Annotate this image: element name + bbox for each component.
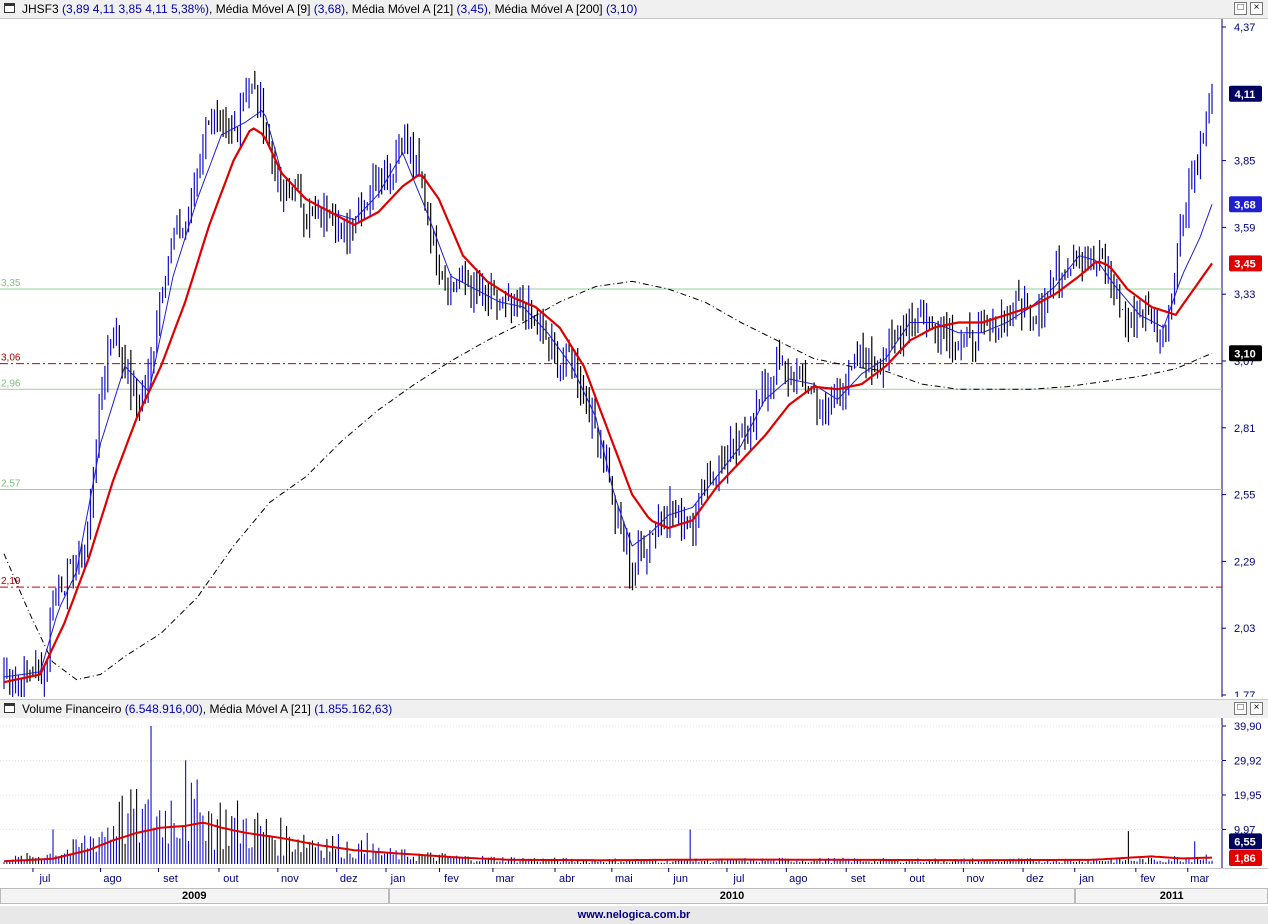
price-chart[interactable]: 3,353,062,962,572,194,373,853,593,333,07… [0,19,1268,697]
month-label: dez [1026,873,1044,885]
month-axis-background [0,868,1268,888]
last-ma21-tag: 3,45 [1234,258,1255,270]
panel-window-icon [4,703,15,713]
y-tick-label: 2,29 [1234,556,1255,568]
last-price-tag: 4,11 [1235,89,1256,101]
last-price-tag-bg [1229,85,1262,102]
volume-plot-background [0,718,1268,868]
y-tick-label: 3,85 [1234,156,1255,168]
month-label: mai [615,873,633,885]
footer-url[interactable]: www.nelogica.com.br [0,906,1268,924]
level-label: 2,96 [1,378,21,389]
ma21-line [3,127,1213,684]
level-label: 3,35 [1,278,21,289]
month-label: abr [559,873,575,885]
month-label: nov [281,873,299,885]
ma21-label: Média Móvel A [21] [351,2,454,16]
last-volume-tag-bg [1229,833,1262,850]
ma200-label: Média Móvel A [200] [494,2,603,16]
y-tick-label: 1,77 [1234,690,1255,697]
month-label: fev [1140,873,1155,885]
month-label: jun [672,873,688,885]
y-tick-label: 3,33 [1234,289,1255,301]
last-volume-ma-tag-bg [1229,850,1262,866]
year-label: 2009 [0,888,389,904]
y-tick-label: 2,81 [1234,423,1255,435]
volume-ma-line [3,821,1213,863]
price-plot-background [0,19,1268,697]
year-label: 2011 [1075,888,1268,904]
volume-panel-header: Volume Financeiro (6.548.916,00), Média … [0,699,1268,719]
month-label: set [851,873,866,885]
ma200-line [3,280,1213,681]
y-tick-label: 2,55 [1234,490,1255,502]
month-label: nov [967,873,985,885]
month-label: out [223,873,238,885]
last-ma200-tag: 3,10 [1234,348,1255,360]
close-button[interactable]: × [1250,2,1263,15]
month-label: ago [103,873,121,885]
year-label: 2010 [388,888,1076,904]
ma9-value: (3,68) [313,2,346,16]
y-tick-label: 4,37 [1234,22,1255,34]
month-axis: jul ago set out nov dez jan fev mar abr mai jun jul a… [0,868,1268,888]
y-tick-label: 19,95 [1234,790,1262,802]
last-ma9-tag: 3,68 [1234,199,1255,211]
month-label: fev [444,873,459,885]
restore-button[interactable]: □ [1234,2,1247,15]
ma9-line [3,109,1213,678]
level-label: 3,06 [1,353,21,364]
y-tick-label: 2,03 [1234,623,1255,635]
month-label: set [163,873,178,885]
volume-value: (6.548.916,00) [124,702,203,716]
month-label: dez [340,873,358,885]
ma200-value: (3,10) [605,2,638,16]
last-volume-tag: 6,55 [1234,836,1255,848]
month-label: jan [390,873,406,885]
volume-panel-title: Volume Financeiro (6.548.916,00), Média … [22,702,393,716]
month-label: out [909,873,924,885]
price-panel-header: JHSF3 (3,89 4,11 3,85 4,11 5,38%), Média… [0,0,1268,19]
volume-ma-value: (1.855.162,63) [314,702,393,716]
month-label: jul [38,873,50,885]
restore-button[interactable]: □ [1234,702,1247,715]
close-button[interactable]: × [1250,702,1263,715]
ohlc-values: (3,89 4,11 3,85 4,11 5,38%) [62,2,210,16]
y-tick-label: 39,90 [1234,721,1262,733]
month-label: ago [789,873,807,885]
month-label: mar [1190,873,1209,885]
month-label: jul [732,873,744,885]
y-tick-label: 3,59 [1234,222,1255,234]
ticker-label: JHSF3 [22,2,59,16]
year-axis: 2009 2010 2011 [0,888,1268,906]
volume-label: Volume Financeiro [22,702,122,716]
last-ma21-tag-bg [1229,255,1262,272]
level-label: 2,19 [1,576,21,587]
month-label: jan [1078,873,1094,885]
y-tick-label: 29,92 [1234,756,1262,768]
month-label: mar [495,873,514,885]
last-volume-ma-tag: 1,86 [1234,853,1255,865]
last-ma9-tag-bg [1229,196,1262,213]
panel-window-icon [4,3,15,13]
level-label: 2,57 [1,478,21,489]
last-ma200-tag-bg [1229,345,1262,362]
price-panel-title: JHSF3 (3,89 4,11 3,85 4,11 5,38%), Média… [22,2,638,16]
volume-ma-label: Média Móvel A [21] [209,702,311,716]
ma9-label: Média Móvel A [9] [215,2,311,16]
ma21-value: (3,45) [456,2,488,16]
